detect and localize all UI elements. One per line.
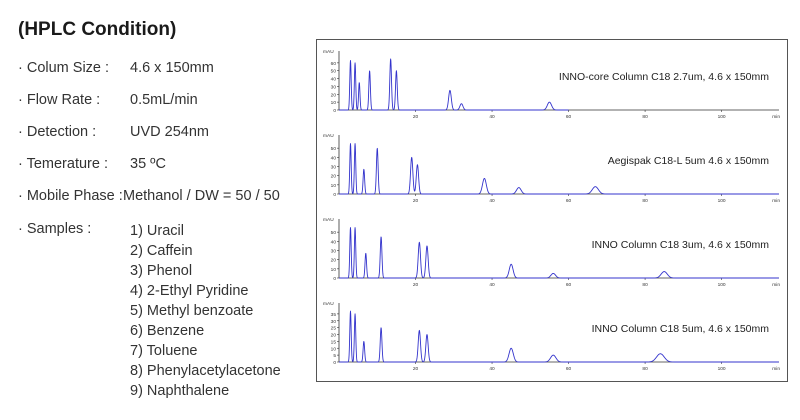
- samples-list: 1) Uracil 2) Caffein 3) Phenol 4) 2-Ethy…: [130, 221, 281, 401]
- y-tick-label: 40: [331, 155, 337, 161]
- condition-label: · Mobile Phase :: [18, 188, 123, 204]
- y-axis-label: mAU: [323, 49, 334, 55]
- x-tick-label: 40: [489, 198, 495, 204]
- sample-item: 6) Benzene: [130, 323, 205, 339]
- sample-item: 1) Uracil: [130, 223, 184, 239]
- y-tick-label: 0: [333, 360, 336, 366]
- condition-label: · Temerature :: [18, 156, 108, 172]
- y-tick-label: 60: [331, 61, 337, 67]
- y-tick-label: 25: [331, 326, 337, 332]
- y-tick-label: 20: [331, 258, 337, 264]
- x-tick-label: 60: [566, 366, 572, 372]
- section-heading: (HPLC Condition): [18, 19, 177, 40]
- x-tick-label: 100: [718, 114, 726, 120]
- x-tick-label: 100: [718, 366, 726, 372]
- y-tick-label: 0: [333, 192, 336, 198]
- y-tick-label: 5: [333, 353, 336, 359]
- x-tick-label: 20: [413, 282, 419, 288]
- sample-item: 9) Naphthalene: [130, 383, 230, 399]
- y-axis-label: mAU: [323, 301, 334, 307]
- sample-item: 5) Methyl benzoate: [130, 303, 254, 319]
- y-tick-label: 35: [331, 312, 337, 318]
- x-tick-label: 100: [718, 282, 726, 288]
- condition-value: 35 ºC: [130, 156, 166, 172]
- y-tick-label: 15: [331, 339, 337, 345]
- x-tick-label: 80: [642, 282, 648, 288]
- sample-item: 4) 2-Ethyl Pyridine: [130, 283, 249, 299]
- x-axis-label: min: [772, 114, 780, 120]
- condition-label: · Colum Size :: [18, 60, 110, 76]
- x-tick-label: 60: [566, 114, 572, 120]
- condition-label: · Flow Rate :: [18, 92, 101, 108]
- chromatogram-2: 0 10 20 30 40 50 20 40 60 80 100 mAU min Aegispak C18…: [323, 133, 780, 204]
- x-tick-label: 80: [642, 198, 648, 204]
- sample-item: 3) Phenol: [130, 263, 193, 279]
- condition-label: · Samples :: [18, 221, 92, 237]
- y-tick-label: 0: [333, 108, 336, 114]
- y-tick-label: 10: [331, 267, 337, 273]
- sample-item: 2) Caffein: [130, 243, 193, 259]
- y-tick-label: 40: [331, 239, 337, 245]
- condition-value: 0.5mL/min: [130, 92, 198, 108]
- x-tick-label: 20: [413, 114, 419, 120]
- chart-title: INNO Column C18 3um, 4.6 x 150mm: [592, 239, 770, 251]
- x-tick-label: 100: [718, 198, 726, 204]
- x-tick-label: 60: [566, 282, 572, 288]
- chromatogram-trace: [338, 58, 569, 111]
- y-tick-label: 0: [333, 276, 336, 282]
- condition-label: · Detection :: [18, 124, 97, 140]
- chart-title: INNO Column C18 5um, 4.6 x 150mm: [592, 323, 770, 335]
- x-tick-label: 40: [489, 114, 495, 120]
- y-axis-label: mAU: [323, 217, 334, 223]
- y-tick-label: 50: [331, 230, 337, 236]
- y-tick-label: 40: [331, 77, 337, 83]
- y-tick-label: 30: [331, 319, 337, 325]
- x-tick-label: 20: [413, 366, 419, 372]
- chromatogram-3: 0 10 20 30 40 50 20 40 60 80 100 mAU min INNO Column …: [323, 217, 780, 288]
- x-axis-label: min: [772, 198, 780, 204]
- x-tick-label: 80: [642, 366, 648, 372]
- y-tick-label: 50: [331, 69, 337, 75]
- chromatogram-trace: [338, 310, 780, 363]
- chromatogram-trace: [338, 227, 780, 279]
- x-axis-label: min: [772, 282, 780, 288]
- sample-item: 8) Phenylacetylacetone: [130, 363, 281, 379]
- y-tick-label: 20: [331, 174, 337, 180]
- chart-title: Aegispak C18-L 5um 4.6 x 150mm: [608, 155, 770, 167]
- y-axis-label: mAU: [323, 133, 334, 139]
- y-tick-label: 20: [331, 92, 337, 98]
- sample-item: 7) Toluene: [130, 343, 198, 359]
- y-tick-label: 30: [331, 165, 337, 171]
- y-tick-label: 50: [331, 146, 337, 152]
- x-tick-label: 80: [642, 114, 648, 120]
- x-tick-label: 40: [489, 282, 495, 288]
- y-tick-label: 10: [331, 346, 337, 352]
- chart-title: INNO-core Column C18 2.7um, 4.6 x 150mm: [559, 71, 769, 83]
- y-tick-label: 30: [331, 84, 337, 90]
- y-tick-label: 10: [331, 183, 337, 189]
- condition-value: UVD 254nm: [130, 124, 209, 140]
- condition-value: Methanol / DW = 50 / 50: [123, 188, 280, 204]
- chromatogram-panel: 0 10 20 30 40 50 60 20 40 60 80 100 mAU min INNO-core …: [316, 39, 788, 382]
- x-tick-label: 40: [489, 366, 495, 372]
- chromatogram-trace: [338, 143, 780, 195]
- y-tick-label: 20: [331, 333, 337, 339]
- y-tick-label: 10: [331, 100, 337, 106]
- x-tick-label: 20: [413, 198, 419, 204]
- y-tick-label: 30: [331, 249, 337, 255]
- x-tick-label: 60: [566, 198, 572, 204]
- condition-value: 4.6 x 150mm: [130, 60, 214, 76]
- x-axis-label: min: [772, 366, 780, 372]
